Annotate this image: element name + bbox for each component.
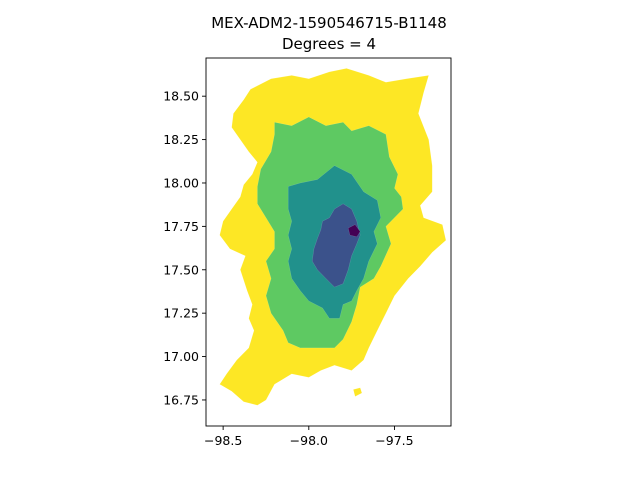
- y-tick-label: 17.00: [163, 349, 199, 364]
- y-tick-label: 18.50: [163, 89, 199, 104]
- y-tick-label: 16.75: [163, 392, 199, 407]
- region-degree-1: [312, 203, 361, 288]
- axes-frame: [205, 57, 452, 427]
- x-axis: −98.5 −98.0 −97.5: [204, 426, 414, 448]
- x-tick-label: −98.5: [204, 433, 242, 448]
- region-degree-0: [348, 224, 361, 238]
- choropleth-regions: [219, 68, 447, 406]
- y-tick-label: 18.25: [163, 132, 199, 147]
- map-subtitle: Degrees = 4: [282, 35, 376, 53]
- x-tick-label: −98.0: [290, 433, 328, 448]
- y-tick-label: 17.75: [163, 219, 199, 234]
- y-tick-label: 17.50: [163, 262, 199, 277]
- region-degree-4: [353, 387, 363, 397]
- y-tick-label: 17.25: [163, 306, 199, 321]
- y-tick-label: 18.00: [163, 175, 199, 190]
- map-title: MEX-ADM2-1590546715-B1148: [211, 14, 447, 32]
- x-tick-label: −97.5: [375, 433, 413, 448]
- y-axis: 16.75 17.00 17.25 17.50 17.75 18.00 18.25 18.50: [163, 89, 206, 407]
